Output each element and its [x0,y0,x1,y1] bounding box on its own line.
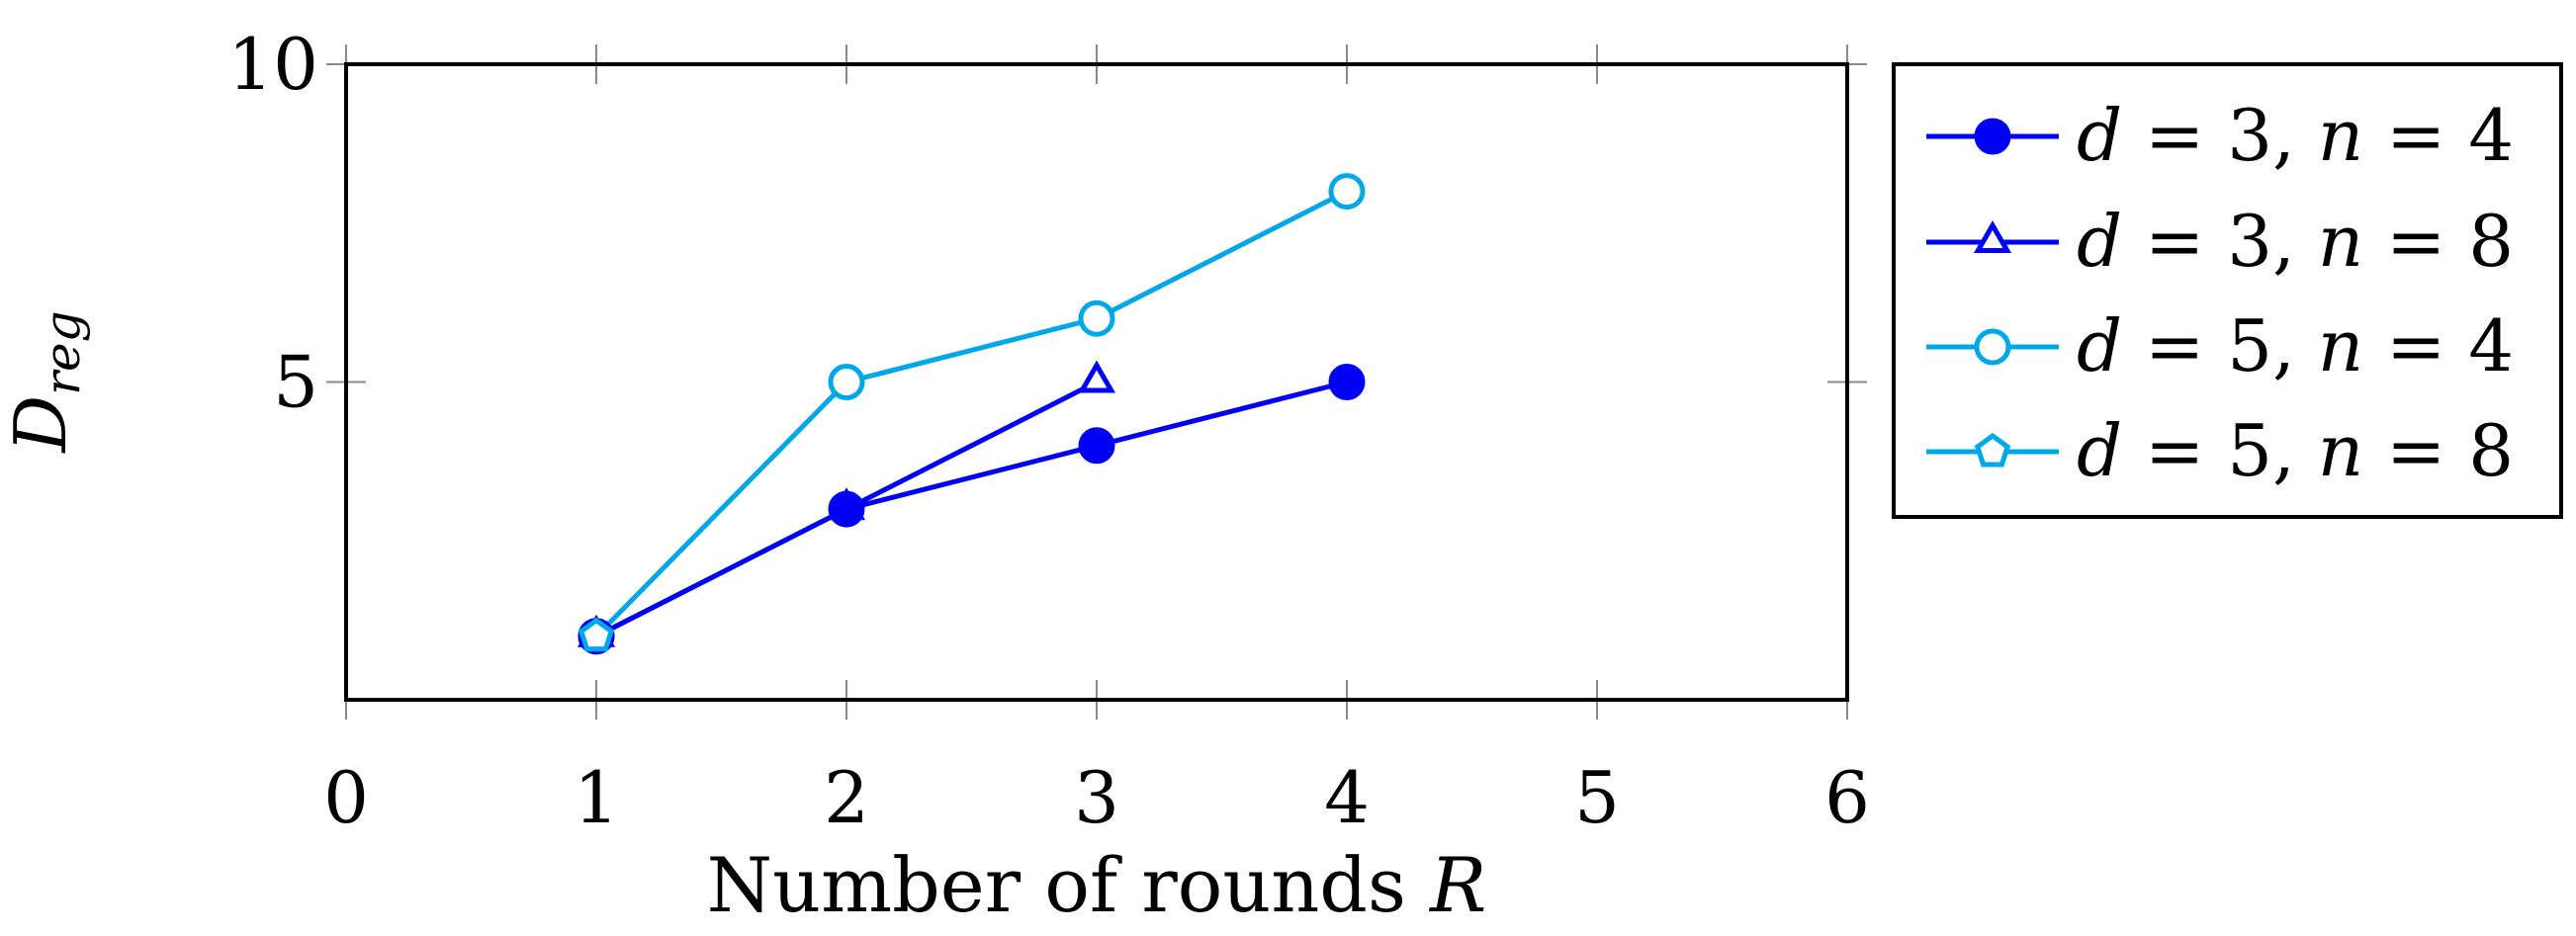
y-axis-label: Dreg [0,310,91,454]
legend: d = 3, n = 4 d = 3, n = 8 d = 5, n = 4 d = … [1926,94,2514,492]
x-tick-label: 5 [1574,756,1620,839]
x-tick-label: 3 [1074,756,1119,839]
data-point [828,364,865,400]
plot-frame [344,62,1849,702]
x-tick-label: 2 [824,756,869,839]
legend-marker [1973,219,2012,253]
data-point [1328,364,1366,400]
series-markers [577,173,1366,655]
legend-label: d = 5, n = 8 [2077,409,2514,492]
y-tick-label: 5 [273,341,318,424]
legend-marker [1974,432,2011,468]
series-line [594,380,1348,638]
data-point [1077,360,1116,393]
data-point [828,490,865,528]
legend-label: d = 3, n = 8 [2077,200,2514,283]
x-axis-label: Number of rounds R [707,841,1487,929]
x-tick-label: 0 [323,756,369,839]
data-point [1078,427,1115,465]
x-tick-labels: 0 1 2 3 4 5 6 [323,756,1870,839]
legend-marker [1974,118,2011,155]
data-point [1328,173,1366,211]
legend-label: d = 5, n = 4 [2077,304,2514,387]
x-tick-label: 6 [1824,756,1870,839]
legend-label: d = 3, n = 4 [2077,94,2514,177]
x-tick-label: 4 [1324,756,1370,839]
y-tick-labels: 5 10 [227,23,318,424]
legend-marker [1974,328,2011,366]
data-point [577,617,615,652]
y-tick-label: 10 [227,23,318,106]
x-tick-label: 1 [574,756,619,839]
data-point [1078,299,1115,337]
series-line [594,189,1349,638]
series-lines [594,189,1349,638]
